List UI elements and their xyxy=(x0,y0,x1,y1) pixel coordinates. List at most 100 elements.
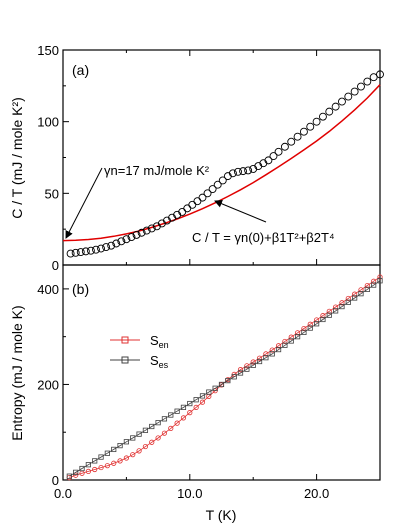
entropy-point xyxy=(364,286,370,292)
entropy-point xyxy=(85,468,91,474)
entropy-point xyxy=(333,308,339,314)
data-point xyxy=(325,107,334,116)
entropy-point xyxy=(320,313,326,319)
panel-b-series xyxy=(66,274,383,481)
entropy-point xyxy=(168,412,174,418)
data-point xyxy=(287,137,296,146)
panel-a-fit-curve-group xyxy=(62,84,381,242)
data-point xyxy=(193,197,202,206)
legend-item-sen: Sen xyxy=(110,333,169,350)
entropy-point xyxy=(180,415,187,421)
data-point xyxy=(338,97,346,106)
entropy-point xyxy=(193,404,199,410)
entropy-point xyxy=(104,463,110,469)
data-point xyxy=(81,247,90,256)
data-point xyxy=(369,73,378,82)
data-point xyxy=(127,233,136,242)
panel-a-ylabel: C / T (mJ / mole K²) xyxy=(9,97,25,219)
entropy-point xyxy=(288,338,294,344)
data-point xyxy=(350,87,359,96)
data-point xyxy=(344,92,353,101)
entropy-point xyxy=(256,358,263,365)
data-point xyxy=(234,167,242,176)
data-point xyxy=(293,132,302,141)
panel-a-label: (a) xyxy=(72,62,89,78)
entropy-point xyxy=(130,452,136,458)
entropy-point xyxy=(275,343,282,349)
data-point xyxy=(147,224,156,233)
fit-curve xyxy=(62,84,381,242)
x-tick-label: 0.0 xyxy=(54,486,72,501)
entropy-point xyxy=(377,278,383,284)
data-point xyxy=(137,228,146,237)
entropy-point xyxy=(307,325,313,331)
entropy-point xyxy=(244,363,250,369)
entropy-point xyxy=(294,330,301,336)
entropy-point xyxy=(79,465,85,472)
entropy-point xyxy=(301,329,307,335)
data-point xyxy=(183,204,192,213)
entropy-point xyxy=(269,351,275,357)
entropy-point xyxy=(339,303,345,310)
entropy-point xyxy=(66,473,72,479)
entropy-point xyxy=(73,472,79,478)
entropy-point xyxy=(263,351,269,357)
entropy-point xyxy=(117,442,123,449)
entropy-point xyxy=(282,338,288,345)
entropy-point xyxy=(161,430,168,436)
panel-b-ylabel: Entropy (mJ / mole K) xyxy=(9,305,25,440)
data-point xyxy=(274,147,283,156)
data-point xyxy=(188,200,197,209)
data-point xyxy=(299,127,308,136)
data-point xyxy=(198,193,207,202)
entropy-point xyxy=(225,378,231,384)
entropy-point xyxy=(313,321,320,327)
entropy-point xyxy=(345,295,351,302)
data-point xyxy=(112,239,121,248)
entropy-point xyxy=(364,282,370,289)
entropy-point xyxy=(149,439,155,445)
entropy-point xyxy=(92,466,98,473)
entropy-point xyxy=(326,312,332,318)
legend-item-ses: Ses xyxy=(110,353,169,370)
entropy-point xyxy=(142,427,149,433)
entropy-point xyxy=(98,464,104,471)
entropy-point xyxy=(269,347,275,353)
data-point xyxy=(97,244,105,253)
entropy-point xyxy=(104,450,110,456)
series-line xyxy=(69,280,381,477)
panel-b-ticks: 0 200 400 0.0 10.0 20.0 xyxy=(37,282,381,501)
entropy-point xyxy=(358,291,364,297)
entropy-point xyxy=(256,355,263,361)
entropy-point xyxy=(339,300,345,306)
entropy-point xyxy=(237,367,244,373)
panel-b-ytick-label: 200 xyxy=(37,377,59,392)
entropy-point xyxy=(174,408,180,414)
legend: Sen Ses xyxy=(110,333,169,370)
entropy-point xyxy=(218,381,225,388)
data-point xyxy=(264,156,273,165)
data-point xyxy=(357,82,365,91)
legend-sen-label: Sen xyxy=(150,333,169,350)
panel-b-frame xyxy=(62,264,381,481)
entropy-point xyxy=(352,295,358,301)
data-point xyxy=(107,241,116,250)
panel-a: 0 50 100 150 (a) γn=17 mJ/mole K² C / T = γ… xyxy=(9,43,384,273)
entropy-point xyxy=(155,435,161,441)
entropy-point xyxy=(193,397,199,403)
entropy-point xyxy=(282,342,288,348)
panel-b-label: (b) xyxy=(72,281,89,297)
entropy-point xyxy=(244,366,250,372)
x-tick-label: 20.0 xyxy=(304,486,329,501)
panel-a-ytick-label: 100 xyxy=(37,115,59,130)
entropy-point xyxy=(231,374,237,380)
entropy-point xyxy=(187,410,193,416)
data-point xyxy=(244,166,253,175)
entropy-point xyxy=(371,278,377,284)
data-point xyxy=(208,185,217,193)
entropy-point xyxy=(111,460,117,466)
entropy-point xyxy=(288,334,294,340)
entropy-point xyxy=(358,287,364,293)
panel-a-points xyxy=(66,70,384,258)
